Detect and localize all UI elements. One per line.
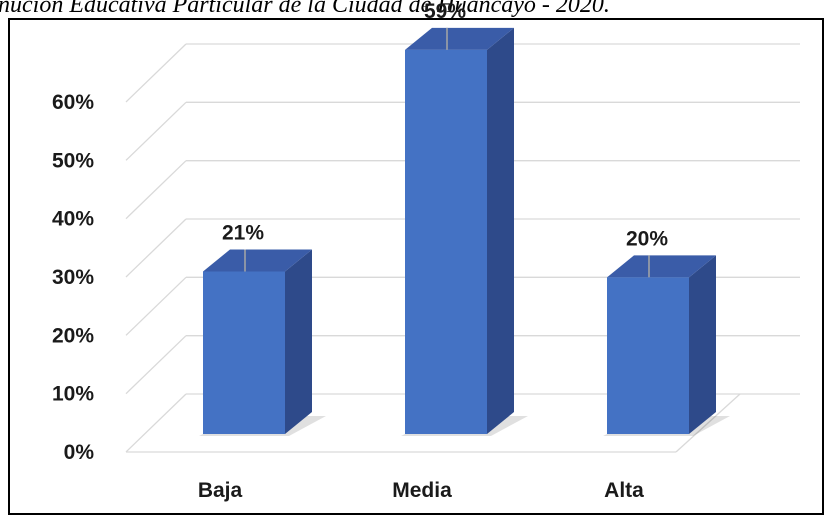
y-tick-label: 60% (52, 91, 94, 114)
y-tick-label: 30% (52, 266, 94, 289)
gridline-diagonal (125, 218, 187, 278)
data-label: 59% (424, 0, 466, 23)
gridline-diagonal (125, 160, 187, 220)
y-tick-label: 0% (64, 441, 95, 464)
category-label-media: Media (392, 479, 452, 502)
floor-right-edge (675, 393, 741, 453)
y-tick-label: 10% (52, 383, 94, 406)
bar-side (487, 27, 514, 434)
bar-top (203, 249, 312, 272)
gridline-diagonal (125, 43, 187, 103)
bar-side (689, 255, 716, 434)
gridline-diagonal (125, 393, 187, 453)
y-tick-label: 40% (52, 208, 94, 231)
bar-side (285, 249, 312, 434)
category-label-alta: Alta (604, 479, 644, 502)
y-tick-label: 50% (52, 149, 94, 172)
gridline-diagonal (125, 335, 187, 395)
bar-alta (607, 277, 689, 434)
bar-baja (203, 271, 285, 434)
data-label: 21% (222, 222, 264, 245)
y-tick-label: 20% (52, 324, 94, 347)
bar-media (405, 49, 487, 434)
figure-caption: nución Educativa Particular de la Ciudad… (0, 0, 610, 18)
gridline-diagonal (125, 276, 187, 336)
category-label-baja: Baja (198, 479, 243, 502)
bar-top (405, 27, 514, 50)
gridline-diagonal (125, 101, 187, 161)
data-label: 20% (626, 227, 668, 250)
bar-top (607, 255, 716, 278)
